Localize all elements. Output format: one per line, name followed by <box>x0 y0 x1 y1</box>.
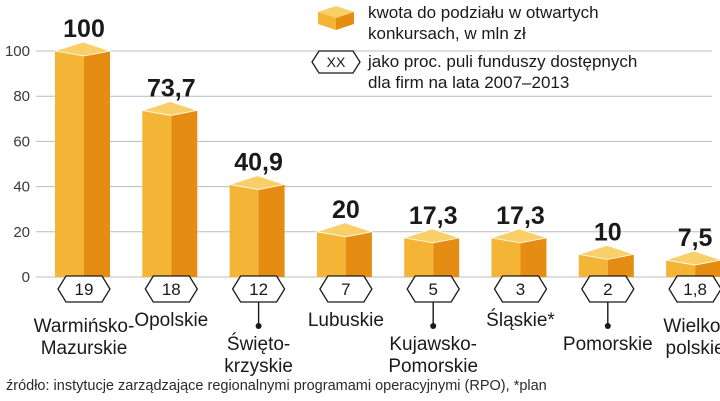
percent-badge <box>406 275 460 303</box>
percent-badge <box>57 275 111 303</box>
percent-label: 18 <box>162 280 181 299</box>
bar-face-front <box>142 110 172 277</box>
legend-percent-badge <box>311 50 361 74</box>
bar-value-label: 7,5 <box>678 224 713 252</box>
bar-face-side <box>171 110 198 277</box>
leader-dot <box>604 323 611 329</box>
percent-label: 19 <box>75 280 94 299</box>
percent-badge <box>319 275 373 303</box>
percent-label: 2 <box>603 280 612 299</box>
bar-face-top <box>665 250 720 266</box>
bar-value-label: 17,3 <box>496 202 545 230</box>
percent-label: 7 <box>341 280 350 299</box>
y-tick-label: 60 <box>13 133 30 150</box>
bar-face-front <box>229 184 259 277</box>
bar-face-front <box>316 231 346 277</box>
bar-face-side <box>520 237 547 277</box>
leader-dot <box>430 323 437 329</box>
percent-label: 1,8 <box>683 280 707 299</box>
category-label: Warmińsko- <box>34 316 135 337</box>
category-label: Pomorskie <box>388 356 478 377</box>
legend-cube-side <box>336 12 354 30</box>
bar-value-label: 40,9 <box>234 149 283 177</box>
y-tick-label: 100 <box>5 43 30 60</box>
bar-face-top <box>404 228 461 244</box>
bar: 100 <box>54 15 112 277</box>
bar-value-label: 10 <box>594 218 622 246</box>
source-note: źródło: instytucje zarządzające regional… <box>6 378 547 394</box>
bar-value-label: 100 <box>63 15 105 43</box>
y-tick-label: 20 <box>13 224 30 241</box>
percent-labels: 19 18 12 7 5 3 2 1,8 <box>57 275 720 303</box>
legend-cube-front <box>318 12 336 30</box>
bar-value-label: 17,3 <box>409 202 458 230</box>
bar-face-top <box>316 222 374 238</box>
bar-face-front <box>666 260 696 277</box>
bar: 17,3 <box>404 202 461 277</box>
category-label: Wielko- <box>663 316 720 337</box>
bar: 20 <box>316 196 374 277</box>
bar-face-side <box>433 237 460 277</box>
bar-face-front <box>578 254 608 277</box>
bar-face-top <box>229 175 287 190</box>
bar: 40,9 <box>229 149 287 277</box>
percent-badge <box>231 275 286 303</box>
category-label: Mazurskie <box>41 338 128 359</box>
percent-badge <box>493 275 548 303</box>
y-tick-label: 80 <box>13 88 30 105</box>
category-label: Kujawsko- <box>389 334 477 355</box>
category-label: Pomorskie <box>563 334 653 355</box>
category-label: Śląskie* <box>486 309 555 331</box>
bar-face-top <box>491 228 549 244</box>
legend-percent-line-1: jako proc. puli funduszy dostępnych <box>368 52 638 71</box>
bar-face-side <box>84 51 110 277</box>
leader-dot <box>255 323 262 329</box>
category-label: Święto- <box>227 333 290 355</box>
percent-badge <box>144 275 199 303</box>
y-tick-label: 0 <box>22 269 30 286</box>
bar-face-side <box>345 231 372 277</box>
legend-amount-line-2: konkursach, w mln zł <box>368 24 526 43</box>
bar-face-front <box>491 237 521 277</box>
bar-face-top <box>578 244 636 260</box>
bar-face-front <box>55 51 84 277</box>
legend-entry-amount: kwota do podziału w otwartych konkursach… <box>368 2 599 44</box>
legend-entry-percent: jako proc. puli funduszy dostępnych dla … <box>368 51 637 93</box>
bar-value-label: 20 <box>332 196 360 224</box>
bars: 100 73,7 40,9 20 17,3 17,3 10 7,5 <box>54 15 720 277</box>
percent-label: 5 <box>428 280 437 299</box>
bar-face-side <box>258 184 285 277</box>
y-tick-label: 40 <box>13 179 30 196</box>
y-axis-ticks: 0 20 40 60 80 100 <box>5 43 30 286</box>
legend-percent-badge-text: XX <box>327 54 346 70</box>
legend-amount-line-1: kwota do podziału w otwartych <box>368 3 599 22</box>
category-label: polskie <box>666 338 720 359</box>
percent-label: 12 <box>249 280 268 299</box>
category-label: krzyskie <box>224 356 293 377</box>
legend-percent-line-2: dla firm na lata 2007–2013 <box>368 73 570 92</box>
category-labels: Warmińsko-Mazurskie Opolskie Święto-krzysk… <box>34 302 720 377</box>
category-label: Opolskie <box>134 310 208 331</box>
bar-face-side <box>607 254 634 277</box>
percent-badge <box>668 275 720 303</box>
bar-face-top <box>142 101 199 116</box>
category-label: Lubuskie <box>308 310 384 331</box>
bar-face-top <box>54 41 112 57</box>
bar-face-side <box>695 260 720 277</box>
legend-markers: XX <box>311 6 361 74</box>
bar: 10 <box>578 218 636 277</box>
bar: 73,7 <box>142 74 199 277</box>
bar-value-label: 73,7 <box>147 74 196 102</box>
bar-face-front <box>404 237 434 277</box>
bar: 17,3 <box>491 202 549 277</box>
bar: 7,5 <box>665 224 720 277</box>
percent-badge <box>581 275 635 303</box>
percent-label: 3 <box>516 280 525 299</box>
